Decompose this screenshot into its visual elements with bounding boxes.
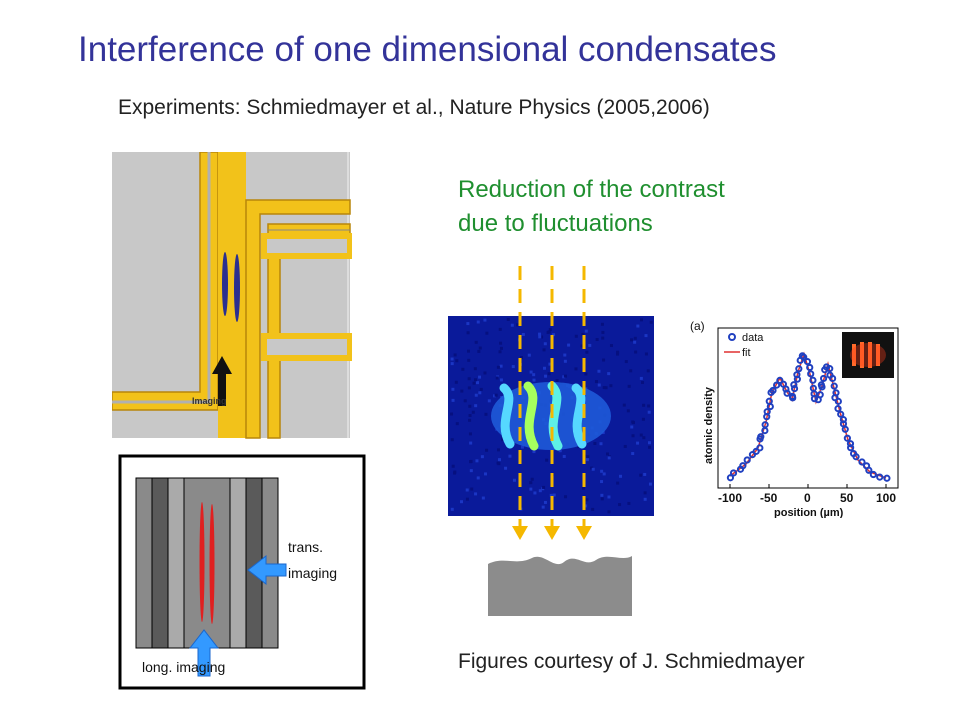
- data-point: [843, 434, 851, 442]
- data-point: [800, 353, 808, 361]
- atom-chip-figure: Imaging: [112, 152, 352, 439]
- xtick-2: -50: [760, 491, 778, 505]
- slide-subtitle: Experiments: Schmiedmayer et al., Nature…: [118, 96, 710, 119]
- legend-fit: fit: [742, 347, 751, 359]
- data-point: [739, 462, 747, 470]
- data-point: [757, 433, 765, 441]
- data-point: [790, 384, 799, 393]
- data-point: [789, 394, 797, 402]
- data-point: [726, 474, 735, 482]
- xtick-5: 100: [876, 491, 896, 505]
- data-point: [883, 474, 891, 482]
- data-point: [807, 370, 815, 378]
- data-point: [763, 408, 771, 416]
- data-point: [837, 410, 845, 418]
- data-point: [834, 405, 842, 413]
- data-point: [793, 371, 801, 379]
- data-points: [726, 352, 891, 482]
- data-point: [783, 389, 791, 397]
- imaging-label: Imaging: [192, 396, 227, 406]
- xtick-1: -100: [718, 491, 742, 505]
- reduction-line-1: Reduction of the contrast: [458, 176, 725, 203]
- data-point: [816, 391, 824, 399]
- slide-title: Interference of one dimensional condensa…: [78, 30, 777, 69]
- panel-label: (a): [690, 319, 705, 333]
- data-point: [809, 376, 817, 384]
- data-point: [846, 440, 855, 448]
- data-point: [817, 381, 825, 389]
- legend-data: data: [742, 332, 764, 344]
- data-point: [826, 365, 834, 373]
- data-point: [752, 447, 760, 455]
- xtick-3: 0: [804, 491, 811, 505]
- x-axis-label: position (µm): [774, 507, 844, 518]
- data-point: [776, 376, 784, 384]
- data-point: [841, 425, 849, 433]
- data-point: [729, 469, 738, 477]
- data-point: [819, 374, 828, 383]
- data-point: [806, 363, 814, 372]
- data-point: [761, 421, 769, 429]
- y-axis-label: atomic density: [703, 386, 715, 464]
- reduction-line-2: due to fluctuations: [458, 210, 653, 237]
- data-point: [830, 382, 838, 390]
- data-point: [834, 397, 842, 405]
- data-point: [810, 395, 819, 403]
- trans-label-1: trans.: [288, 539, 323, 555]
- data-point: [765, 397, 773, 405]
- imaging-schematic: trans. imaging long. imaging: [118, 454, 366, 690]
- trans-imaging-arrow: [247, 554, 287, 586]
- data-point: [869, 470, 877, 479]
- data-point: [803, 358, 812, 366]
- data-point: [795, 365, 803, 373]
- data-point: [756, 444, 764, 452]
- credits-text: Figures courtesy of J. Schmiedmayer: [458, 650, 805, 673]
- data-point: [858, 458, 866, 466]
- density-plot: (a) data fit -100 -50 0 50 100 position …: [690, 319, 899, 518]
- data-point: [828, 374, 837, 383]
- data-point: [743, 456, 751, 464]
- data-point: [852, 453, 860, 461]
- data-point: [790, 381, 798, 389]
- data-point: [847, 444, 855, 452]
- data-point: [876, 473, 884, 481]
- xtick-4: 50: [840, 491, 854, 505]
- reduction-text: Reduction of the contrast due to fluctua…: [458, 173, 725, 241]
- data-point: [865, 466, 873, 474]
- long-imaging-arrow: [188, 629, 220, 677]
- legend-data-marker: [728, 333, 736, 341]
- data-point: [773, 381, 781, 389]
- long-imaging-label: long. imaging: [142, 659, 225, 675]
- interference-image: [448, 266, 654, 616]
- data-point: [769, 386, 777, 395]
- trans-label-2: imaging: [288, 565, 337, 581]
